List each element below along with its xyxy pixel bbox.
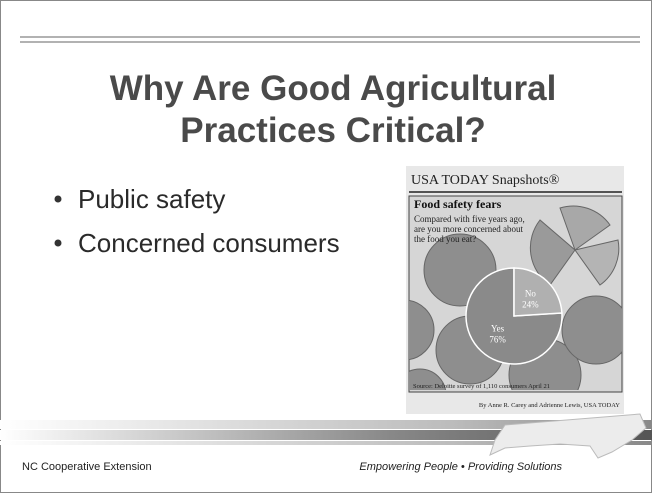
footer-right: Empowering People • Providing Solutions: [359, 461, 562, 473]
masthead: USA TODAY Snapshots®: [411, 173, 560, 188]
snapshot: USA TODAY Snapshots® Food safety fears C…: [374, 166, 630, 421]
bullet-dot: [55, 240, 62, 247]
headline: Food safety fears: [414, 197, 502, 211]
title-line: Why Are Good Agricultural: [110, 69, 557, 108]
question: are you more concerned about: [414, 224, 523, 234]
bullet-text: Concerned consumers: [78, 228, 340, 258]
title-line: Practices Critical?: [180, 111, 485, 150]
bullet-text: Public safety: [78, 184, 225, 214]
slice-value-label: 24%: [522, 300, 539, 310]
slide: Why Are Good Agricultural Practices Crit…: [0, 0, 652, 493]
slice-value-label: 76%: [489, 334, 506, 344]
credit: By Anne R. Carey and Adrienne Lewis, USA…: [479, 402, 620, 409]
page: Why Are Good Agricultural Practices Crit…: [0, 0, 652, 493]
decor-circle: [562, 296, 630, 364]
question: Compared with five years ago,: [414, 214, 525, 224]
source: Source: Deloitte survey of 1,110 consume…: [413, 383, 550, 390]
slice-label: Yes: [491, 323, 505, 333]
slice-label: No: [525, 289, 536, 299]
footer-left: NC Cooperative Extension: [22, 461, 152, 473]
bullet-dot: [55, 196, 62, 203]
question: the food you eat?: [414, 234, 476, 244]
